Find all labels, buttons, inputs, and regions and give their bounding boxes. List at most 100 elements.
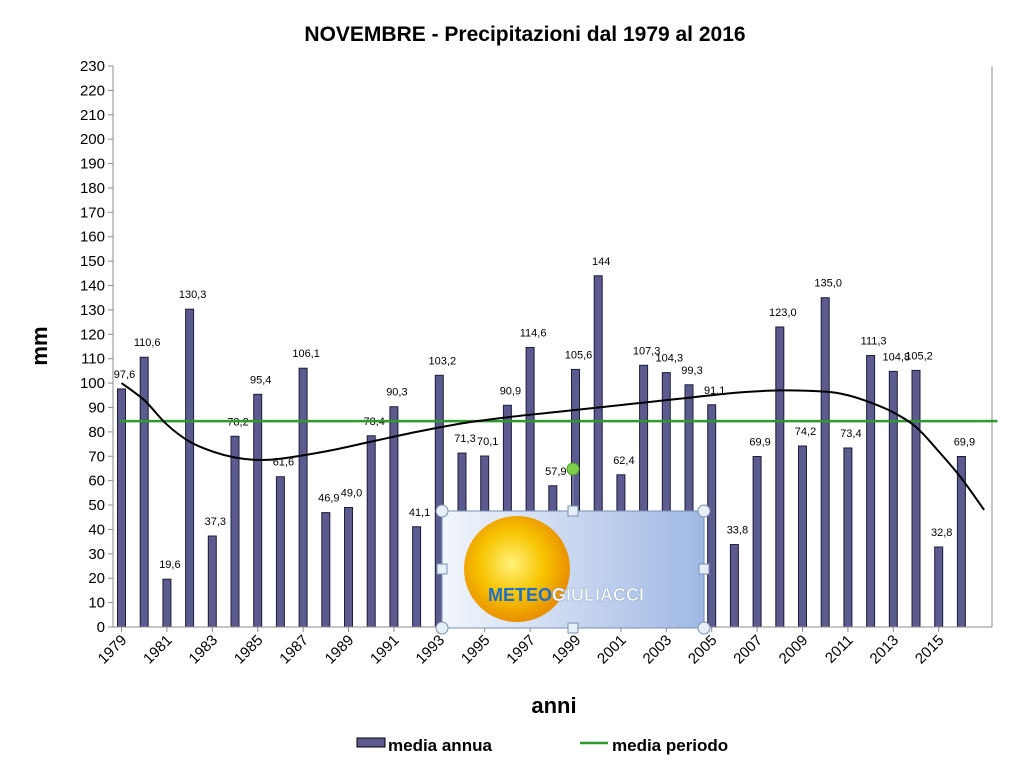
y-tick-label: 0 (97, 619, 105, 636)
bar-2014 (911, 369, 921, 628)
bar-1981 (162, 578, 172, 628)
bar-1983 (207, 535, 217, 628)
y-tick-label: 30 (88, 546, 105, 563)
data-label-2012: 111,3 (861, 336, 887, 348)
data-label-2015: 32,8 (931, 527, 952, 539)
rotate-handle[interactable] (566, 462, 580, 476)
data-label-1989: 49,0 (341, 487, 362, 499)
x-tick-label: 1989 (322, 632, 358, 668)
data-label-1979: 97,6 (114, 369, 135, 381)
y-tick-label: 150 (80, 253, 105, 270)
x-tick-label: 2003 (640, 632, 676, 668)
bar-1982 (185, 308, 195, 628)
bar-2015 (934, 546, 944, 628)
bar-2005 (707, 404, 717, 628)
x-tick-label: 1987 (276, 632, 312, 668)
y-tick-label: 120 (80, 326, 105, 343)
resize-handle-top-right[interactable] (697, 504, 711, 518)
y-tick-label: 40 (88, 521, 105, 538)
x-axis-ticks: 1979 1981 1983 1985 1987 1989 1991 1993 1995 1997… (95, 627, 948, 667)
data-label-1995: 70,1 (477, 436, 498, 448)
y-tick-label: 130 (80, 302, 105, 319)
x-tick-label: 2001 (594, 632, 630, 668)
x-tick-label: 2009 (776, 632, 812, 668)
y-tick-label: 70 (88, 448, 105, 465)
legend: media annua media periodo (356, 736, 728, 755)
data-label-2004: 99,3 (681, 365, 702, 377)
y-tick-label: 100 (80, 375, 105, 392)
bar-1988 (321, 512, 331, 628)
y-tick-label: 140 (80, 278, 105, 295)
x-tick-label: 1997 (503, 632, 539, 668)
resize-handle-top[interactable] (567, 505, 579, 517)
bar-2006 (729, 544, 739, 628)
data-label-1993: 103,2 (429, 355, 457, 367)
data-label-1982: 130,3 (179, 289, 207, 301)
data-label-1987: 106,1 (292, 348, 320, 360)
resize-handle-left[interactable] (436, 563, 448, 575)
data-label-1998: 57,9 (545, 466, 566, 478)
data-label-1991: 90,3 (386, 387, 407, 399)
x-tick-label: 2013 (867, 632, 903, 668)
data-label-2010: 135,0 (814, 278, 842, 290)
x-tick-label: 1999 (549, 632, 585, 668)
bar-2009 (798, 445, 807, 628)
y-tick-label: 80 (88, 424, 105, 441)
resize-handle-right[interactable] (698, 563, 710, 575)
data-label-1992: 41,1 (409, 507, 430, 519)
logo-text: METEOGIULIACCI (488, 585, 644, 605)
x-tick-label: 2007 (730, 632, 766, 668)
y-tick-label: 90 (88, 399, 105, 416)
logo-word-meteo: METEO (488, 585, 552, 605)
bar-1989 (344, 506, 353, 628)
y-tick-label: 180 (80, 180, 105, 197)
resize-handle-top-left[interactable] (435, 504, 449, 518)
y-tick-label: 20 (88, 570, 105, 587)
data-label-1981: 19,6 (159, 559, 180, 571)
y-tick-label: 60 (88, 473, 105, 490)
x-tick-label: 2005 (685, 632, 721, 668)
data-label-2009: 74,2 (795, 426, 816, 438)
resize-handle-bottom-left[interactable] (435, 621, 449, 635)
chart-title: NOVEMBRE - Precipitazioni dal 1979 al 20… (304, 23, 745, 46)
y-tick-label: 190 (80, 156, 105, 173)
data-label-2007: 69,9 (749, 437, 770, 449)
y-tick-label: 230 (80, 58, 105, 75)
resize-handle-bottom[interactable] (567, 622, 579, 634)
data-label-2011: 73,4 (840, 428, 861, 440)
bar-1992 (412, 526, 422, 628)
x-tick-label: 1993 (413, 632, 449, 668)
bar-1991 (389, 406, 399, 628)
bar-1985 (253, 393, 263, 628)
bar-1987 (298, 367, 308, 628)
bar-1984 (230, 435, 240, 628)
data-label-1994: 71,3 (454, 433, 475, 445)
x-tick-label: 2011 (822, 632, 857, 667)
x-tick-label: 1981 (140, 632, 176, 668)
bar-2011 (843, 447, 853, 628)
legend-swatch-media-annua (356, 737, 386, 748)
data-label-2016: 69,9 (954, 437, 975, 449)
y-tick-label: 110 (81, 351, 105, 368)
bar-1990 (366, 435, 376, 628)
bar-2010 (820, 297, 830, 628)
x-axis-label: anni (531, 693, 576, 718)
logo-overlay: METEOGIULIACCI (435, 462, 711, 635)
logo-word-giuliacci: GIULIACCI (552, 585, 644, 605)
data-label-2001: 62,4 (613, 455, 634, 467)
data-label-1997: 114,6 (520, 327, 547, 339)
y-tick-label: 170 (80, 204, 105, 221)
bar-2007 (752, 456, 762, 628)
x-tick-label: 2015 (912, 632, 948, 668)
y-axis-ticks: 0 10 20 30 40 50 60 70 80 90 100 110 120 130 140 150 160… (80, 58, 113, 636)
data-label-1999: 105,6 (565, 349, 593, 361)
data-label-1996: 90,9 (500, 385, 521, 397)
data-label-2000: 144 (592, 256, 610, 268)
y-tick-label: 50 (88, 497, 105, 514)
x-tick-label: 1991 (367, 632, 403, 668)
resize-handle-bottom-right[interactable] (697, 621, 711, 635)
y-tick-label: 10 (88, 595, 105, 612)
y-tick-label: 220 (80, 82, 105, 99)
data-label-1988: 46,9 (318, 493, 339, 505)
data-label-2003: 104,3 (656, 353, 684, 365)
